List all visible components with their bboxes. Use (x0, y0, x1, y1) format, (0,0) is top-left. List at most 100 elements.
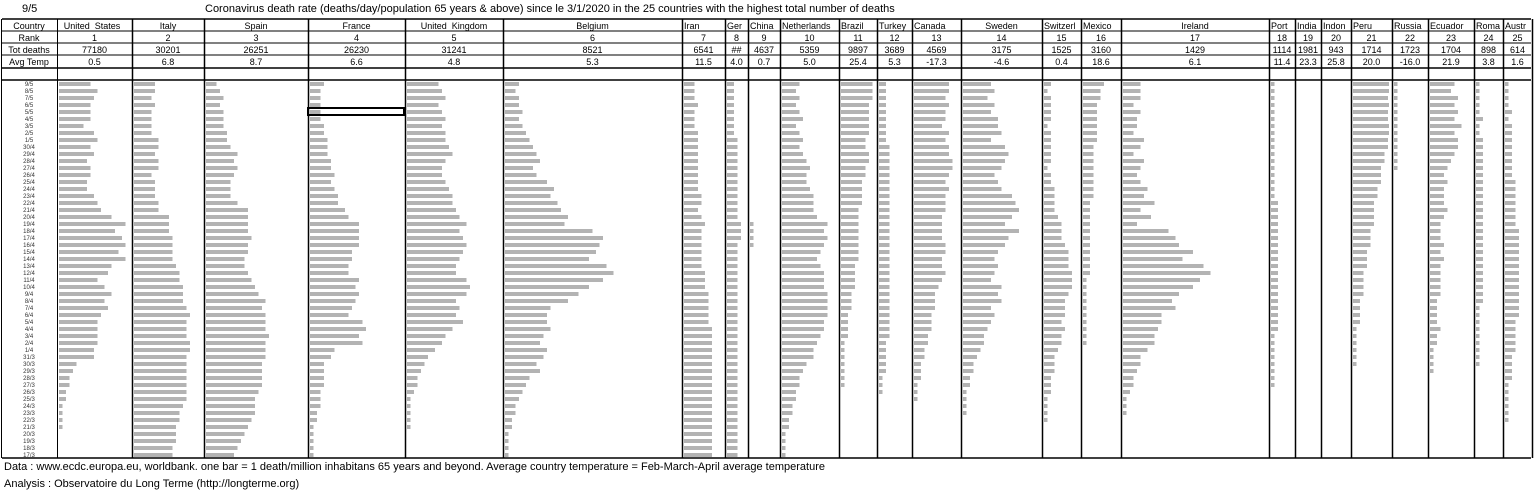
bar (879, 236, 890, 240)
country-temp: 1.6 (1511, 57, 1524, 67)
bar (782, 341, 817, 345)
bar (727, 425, 738, 429)
bar (310, 355, 331, 359)
bar (59, 271, 108, 275)
bar (963, 89, 995, 93)
bar (782, 264, 821, 268)
bar (206, 138, 227, 142)
bar (310, 446, 314, 450)
bar (782, 180, 807, 184)
bar (1476, 320, 1480, 324)
bar (841, 89, 873, 93)
country-name: Peru (1353, 21, 1372, 31)
bar (1123, 180, 1141, 184)
bar (505, 250, 596, 254)
bar (914, 103, 949, 107)
bar (782, 89, 796, 93)
bar (727, 369, 738, 373)
bar (1505, 376, 1512, 380)
bar (879, 348, 886, 352)
bar (206, 243, 248, 247)
bar (1123, 334, 1155, 338)
date-tick-label: 7/5 (25, 96, 34, 102)
bar (505, 432, 509, 436)
bar (782, 145, 800, 149)
date-tick-label: 31/3 (23, 355, 35, 361)
bar (782, 369, 803, 373)
bar (206, 201, 238, 205)
bar (206, 222, 248, 226)
bar (684, 348, 712, 352)
bar (134, 215, 169, 219)
date-tick-label: 2/4 (25, 341, 34, 347)
bar (1505, 313, 1519, 317)
bar (684, 180, 698, 184)
bar (879, 152, 890, 156)
bar (684, 411, 712, 415)
country-temp: -16.0 (1400, 57, 1421, 67)
bar (1394, 82, 1398, 86)
bar (1083, 264, 1090, 268)
bar (310, 243, 359, 247)
date-tick-label: 28/3 (23, 376, 35, 382)
bar (963, 187, 1002, 191)
bar (1123, 271, 1211, 275)
bar (727, 257, 738, 261)
country-temp: 5.0 (803, 57, 816, 67)
bar (59, 411, 63, 415)
country-deaths: 4569 (926, 45, 946, 55)
bar (59, 180, 87, 184)
bar (963, 208, 1019, 212)
bar (1430, 236, 1441, 240)
bar (1353, 299, 1360, 303)
bar (1476, 355, 1480, 359)
bar (782, 334, 821, 338)
bar (1394, 131, 1398, 135)
bar (1430, 82, 1455, 86)
bar (206, 89, 220, 93)
bar (1353, 89, 1389, 93)
bar (1505, 166, 1512, 170)
country-temp: 5.3 (888, 57, 901, 67)
date-tick-label: 6/5 (25, 103, 34, 109)
bar (134, 222, 169, 226)
bar (505, 404, 516, 408)
bar (879, 82, 886, 86)
bar (1083, 201, 1090, 205)
bar (879, 208, 890, 212)
bar (59, 215, 112, 219)
bar (879, 215, 890, 219)
bar (1123, 348, 1148, 352)
bar (1083, 166, 1094, 170)
bar (206, 236, 252, 240)
bar (914, 250, 946, 254)
bar (1083, 299, 1087, 303)
bar (1271, 96, 1275, 100)
bar (963, 82, 991, 86)
bar (1044, 355, 1055, 359)
bar (963, 124, 998, 128)
bar (206, 369, 262, 373)
bar (1044, 376, 1051, 380)
bar (914, 110, 946, 114)
report-date: 9/5 (22, 3, 38, 15)
bar (1353, 173, 1381, 177)
country-name: Sweden (985, 21, 1018, 31)
bar (134, 264, 176, 268)
country-name: Roma (1476, 21, 1500, 31)
bar (879, 362, 886, 366)
bar (1083, 250, 1090, 254)
bar (727, 446, 738, 450)
bar (59, 229, 115, 233)
bar (59, 418, 63, 422)
bar (1044, 271, 1072, 275)
bar (1353, 362, 1357, 366)
country-rank: 16 (1096, 33, 1106, 43)
bar (879, 271, 890, 275)
bar (505, 278, 603, 282)
bar (879, 355, 886, 359)
bar (59, 390, 66, 394)
country-rank: 3 (253, 33, 258, 43)
bar (1271, 327, 1278, 331)
bar (727, 432, 738, 436)
